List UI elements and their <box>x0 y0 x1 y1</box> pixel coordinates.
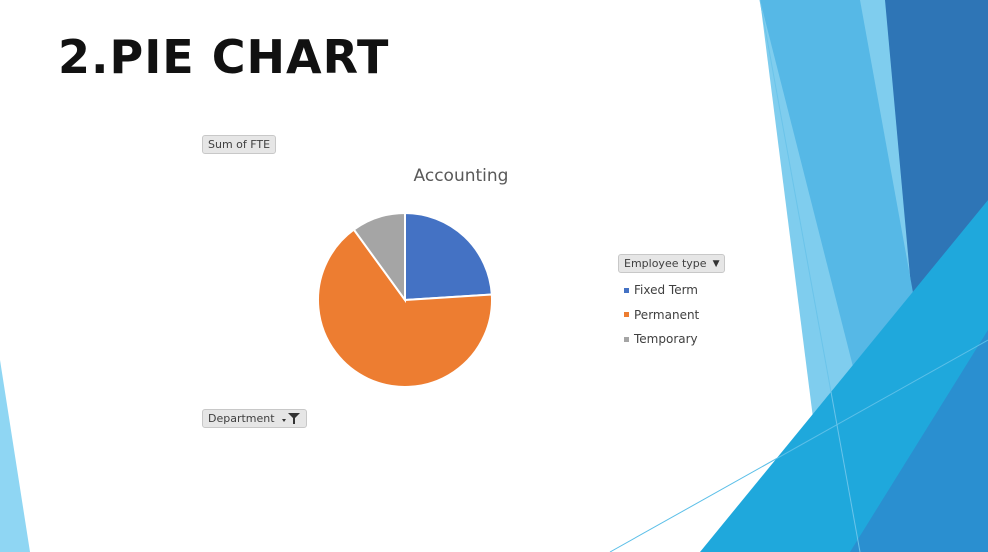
legend-swatch <box>624 287 629 293</box>
pie-slice-temporary[interactable] <box>352 211 406 304</box>
legend-item-temporary: Temporary <box>624 327 699 352</box>
filter-icon <box>281 412 301 425</box>
dropdown-arrow-icon: ▼ <box>712 258 720 269</box>
department-filter-button[interactable]: Department <box>202 409 307 428</box>
values-field-label: Sum of FTE <box>208 138 271 151</box>
legend-swatch <box>624 312 629 318</box>
pie-slice-fixed-term[interactable] <box>404 211 493 302</box>
sum-of-fte-field-button[interactable]: Sum of FTE <box>202 135 277 154</box>
legend-item-fixed-term: Fixed Term <box>624 278 699 303</box>
pie-slice-permanent[interactable] <box>317 228 493 388</box>
filter-field-label: Department <box>208 412 275 425</box>
slide-title: 2.PIE CHART <box>58 30 390 84</box>
legend-field-label: Employee type <box>624 257 707 270</box>
legend-item-permanent: Permanent <box>624 303 699 328</box>
chart-legend: Fixed Term Permanent Temporary <box>624 278 699 352</box>
legend-label: Fixed Term <box>634 283 698 298</box>
chart-title: Accounting <box>413 166 509 186</box>
legend-swatch <box>624 336 629 342</box>
legend-label: Temporary <box>634 332 698 347</box>
employee-type-field-button[interactable]: Employee type ▼ <box>618 254 726 273</box>
pie-chart <box>317 211 493 388</box>
legend-label: Permanent <box>634 307 700 322</box>
